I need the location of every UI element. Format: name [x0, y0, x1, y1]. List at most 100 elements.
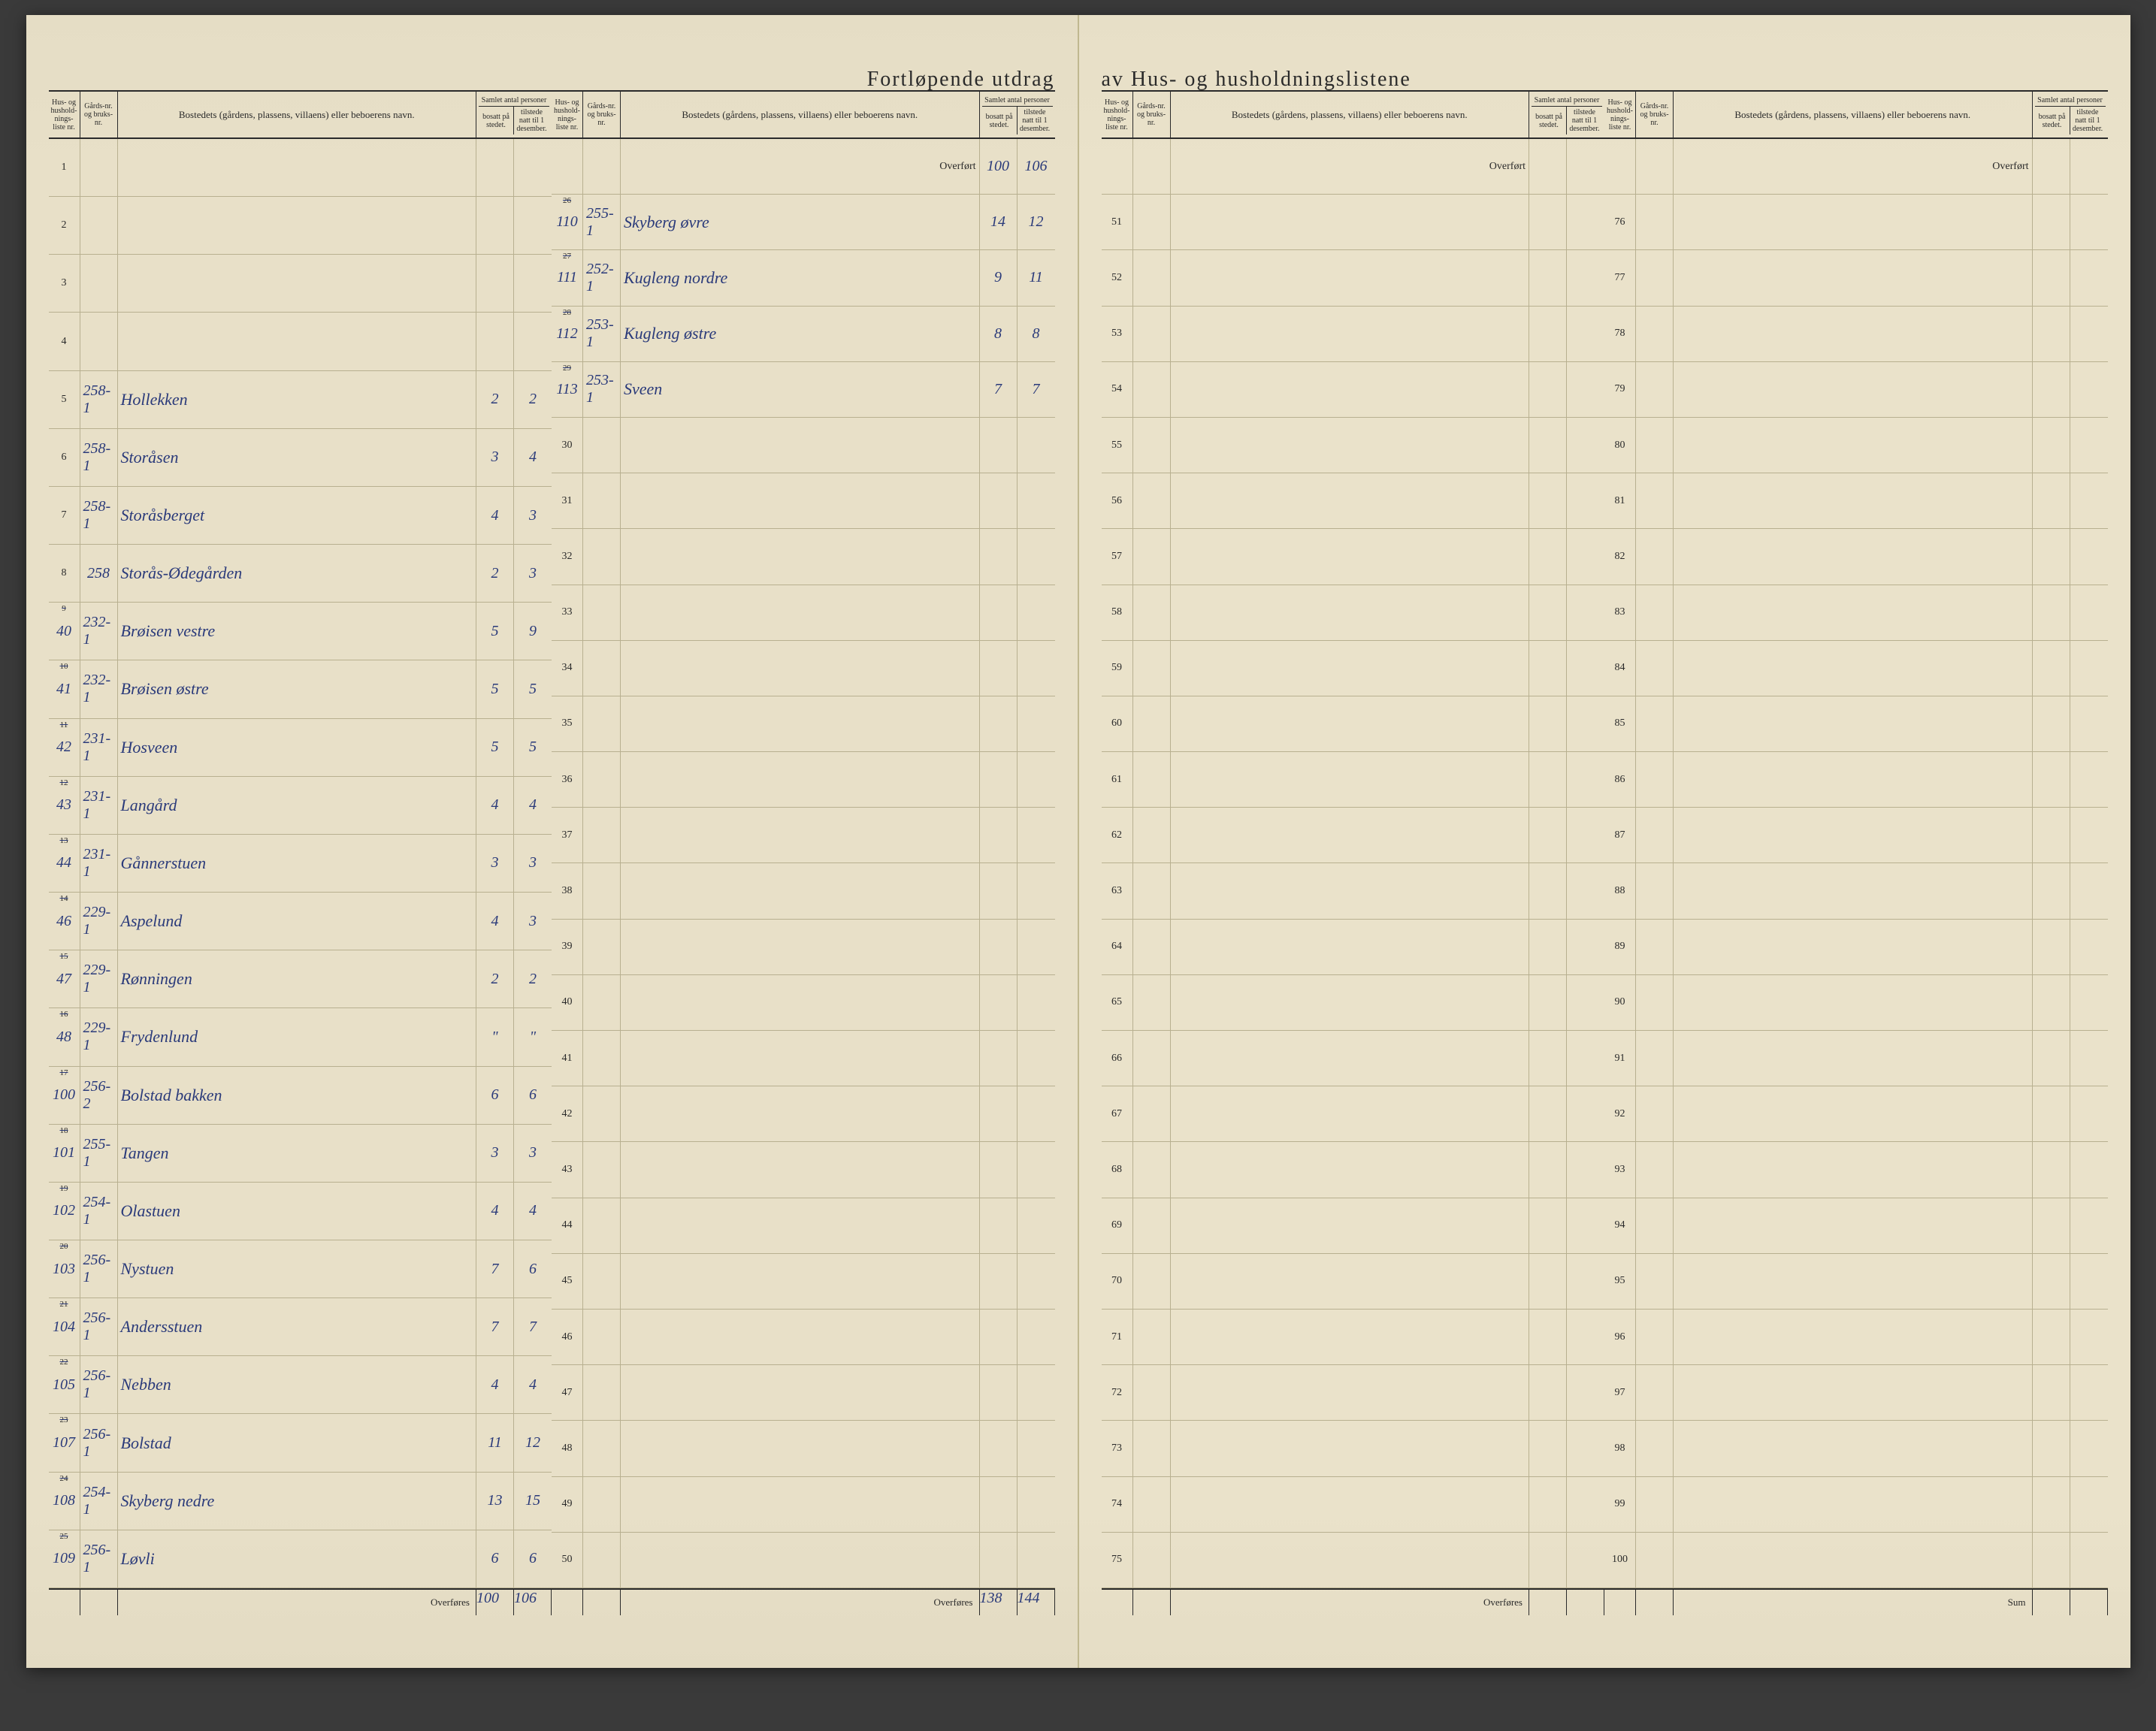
table-row: 20103 256-1 Nystuen 7 6: [49, 1240, 552, 1298]
bosted-name: Gånnerstuen: [118, 835, 477, 892]
table-row: 78: [1604, 307, 2108, 362]
tilstede-count: [2070, 752, 2108, 807]
right-page: av Hus- og husholdningslistene Hus- og h…: [1079, 15, 2130, 1668]
bosatt-count: [980, 975, 1018, 1030]
row-number: 33: [552, 585, 583, 640]
row-number: 80: [1604, 418, 1636, 473]
gards-nr: [1636, 250, 1674, 305]
bosted-name: [1674, 195, 2033, 249]
gards-nr: [1636, 863, 1674, 918]
gards-nr: 255-1: [80, 1125, 118, 1182]
row-number: 68: [1102, 1142, 1133, 1197]
row-number: 74: [1102, 1477, 1133, 1532]
bosatt-count: [2033, 585, 2070, 640]
row-number: 19102: [49, 1183, 80, 1240]
bosatt-count: [980, 473, 1018, 528]
row-number: 95: [1604, 1254, 1636, 1309]
bosted-name: [621, 920, 980, 974]
tilstede-count: [2070, 1142, 2108, 1197]
bosted-name: [1171, 975, 1530, 1030]
table-row: 89: [1604, 920, 2108, 975]
table-row: 1: [49, 139, 552, 197]
row-number: 73: [1102, 1421, 1133, 1476]
bosatt-count: [2033, 529, 2070, 584]
bosted-name: [1171, 863, 1530, 918]
row-number: 77: [1604, 250, 1636, 305]
tilstede-count: [1567, 1198, 1604, 1253]
tilstede-count: [1567, 752, 1604, 807]
gards-nr: 254-1: [80, 1183, 118, 1240]
tilstede-count: [1567, 975, 1604, 1030]
gards-nr: [1133, 1254, 1171, 1309]
bosatt-count: [1529, 863, 1567, 918]
bosatt-count: [980, 808, 1018, 862]
bosted-name: Bolstad bakken: [118, 1067, 477, 1124]
row-number: 58: [1102, 585, 1133, 640]
gards-nr: [1636, 1254, 1674, 1309]
row-number: 54: [1102, 362, 1133, 417]
bosted-name: [1674, 1477, 2033, 1532]
row-number: 43: [552, 1142, 583, 1197]
gards-nr: 231-1: [80, 835, 118, 892]
table-row: 34: [552, 641, 1055, 696]
bosted-name: [621, 975, 980, 1030]
table-row: 82: [1604, 529, 2108, 585]
table-row: 57: [1102, 529, 1605, 585]
row-number: 1041: [49, 660, 80, 717]
bosatt-count: [2033, 418, 2070, 473]
bosted-name: Aspelund: [118, 893, 477, 950]
row-number: 7: [49, 487, 80, 544]
gards-nr: [1636, 585, 1674, 640]
bosted-name: [118, 197, 477, 254]
bosatt-count: 3: [476, 429, 514, 486]
tilstede-count: [1018, 1031, 1055, 1086]
tilstede-count: [2070, 1198, 2108, 1253]
row-number: 25109: [49, 1530, 80, 1588]
table-row: 45: [552, 1254, 1055, 1310]
table-row: 49: [552, 1477, 1055, 1533]
gards-nr: 256-1: [80, 1356, 118, 1413]
table-row: 36: [552, 752, 1055, 808]
table-row: 2: [49, 197, 552, 255]
gards-nr: [583, 975, 621, 1030]
row-number: 24108: [49, 1473, 80, 1530]
bosted-name: Brøisen vestre: [118, 603, 477, 660]
bosatt-count: 11: [476, 1414, 514, 1471]
tilstede-count: [1567, 1477, 1604, 1532]
row-number: 40: [552, 975, 583, 1030]
table-row: 94: [1604, 1198, 2108, 1254]
bosted-name: [621, 1477, 980, 1532]
bosatt-count: [980, 752, 1018, 807]
row-number: 82: [1604, 529, 1636, 584]
tilstede-count: 4: [514, 777, 552, 834]
bosatt-count: 4: [476, 1356, 514, 1413]
tilstede-count: 4: [514, 1183, 552, 1240]
tilstede-count: [2070, 808, 2108, 862]
table-row: 8 258 Storås-Ødegården 2 3: [49, 545, 552, 603]
bosted-name: [621, 585, 980, 640]
gards-nr: [1636, 975, 1674, 1030]
tilstede-count: [1567, 920, 1604, 974]
bosted-name: [1674, 1421, 2033, 1476]
row-number: 87: [1604, 808, 1636, 862]
row-number: 18101: [49, 1125, 80, 1182]
bosted-name: [1674, 808, 2033, 862]
bosatt-count: 4: [476, 487, 514, 544]
row-number: 35: [552, 696, 583, 751]
gards-nr: [583, 808, 621, 862]
table-row: 23107 256-1 Bolstad 11 12: [49, 1414, 552, 1472]
table-row: 31: [552, 473, 1055, 529]
table-row: 73: [1102, 1421, 1605, 1476]
bosatt-count: [2033, 1198, 2070, 1253]
bosatt-count: [1529, 1254, 1567, 1309]
gards-nr: [1636, 1031, 1674, 1086]
tilstede-count: [1567, 585, 1604, 640]
gards-nr: [583, 529, 621, 584]
tilstede-count: [1567, 1533, 1604, 1588]
gards-nr: [1636, 195, 1674, 249]
tilstede-count: [2070, 696, 2108, 751]
gards-nr: 256-1: [80, 1240, 118, 1297]
bosted-name: Rønningen: [118, 950, 477, 1007]
table-row: 25109 256-1 Løvli 6 6: [49, 1530, 552, 1588]
bosted-name: [621, 696, 980, 751]
